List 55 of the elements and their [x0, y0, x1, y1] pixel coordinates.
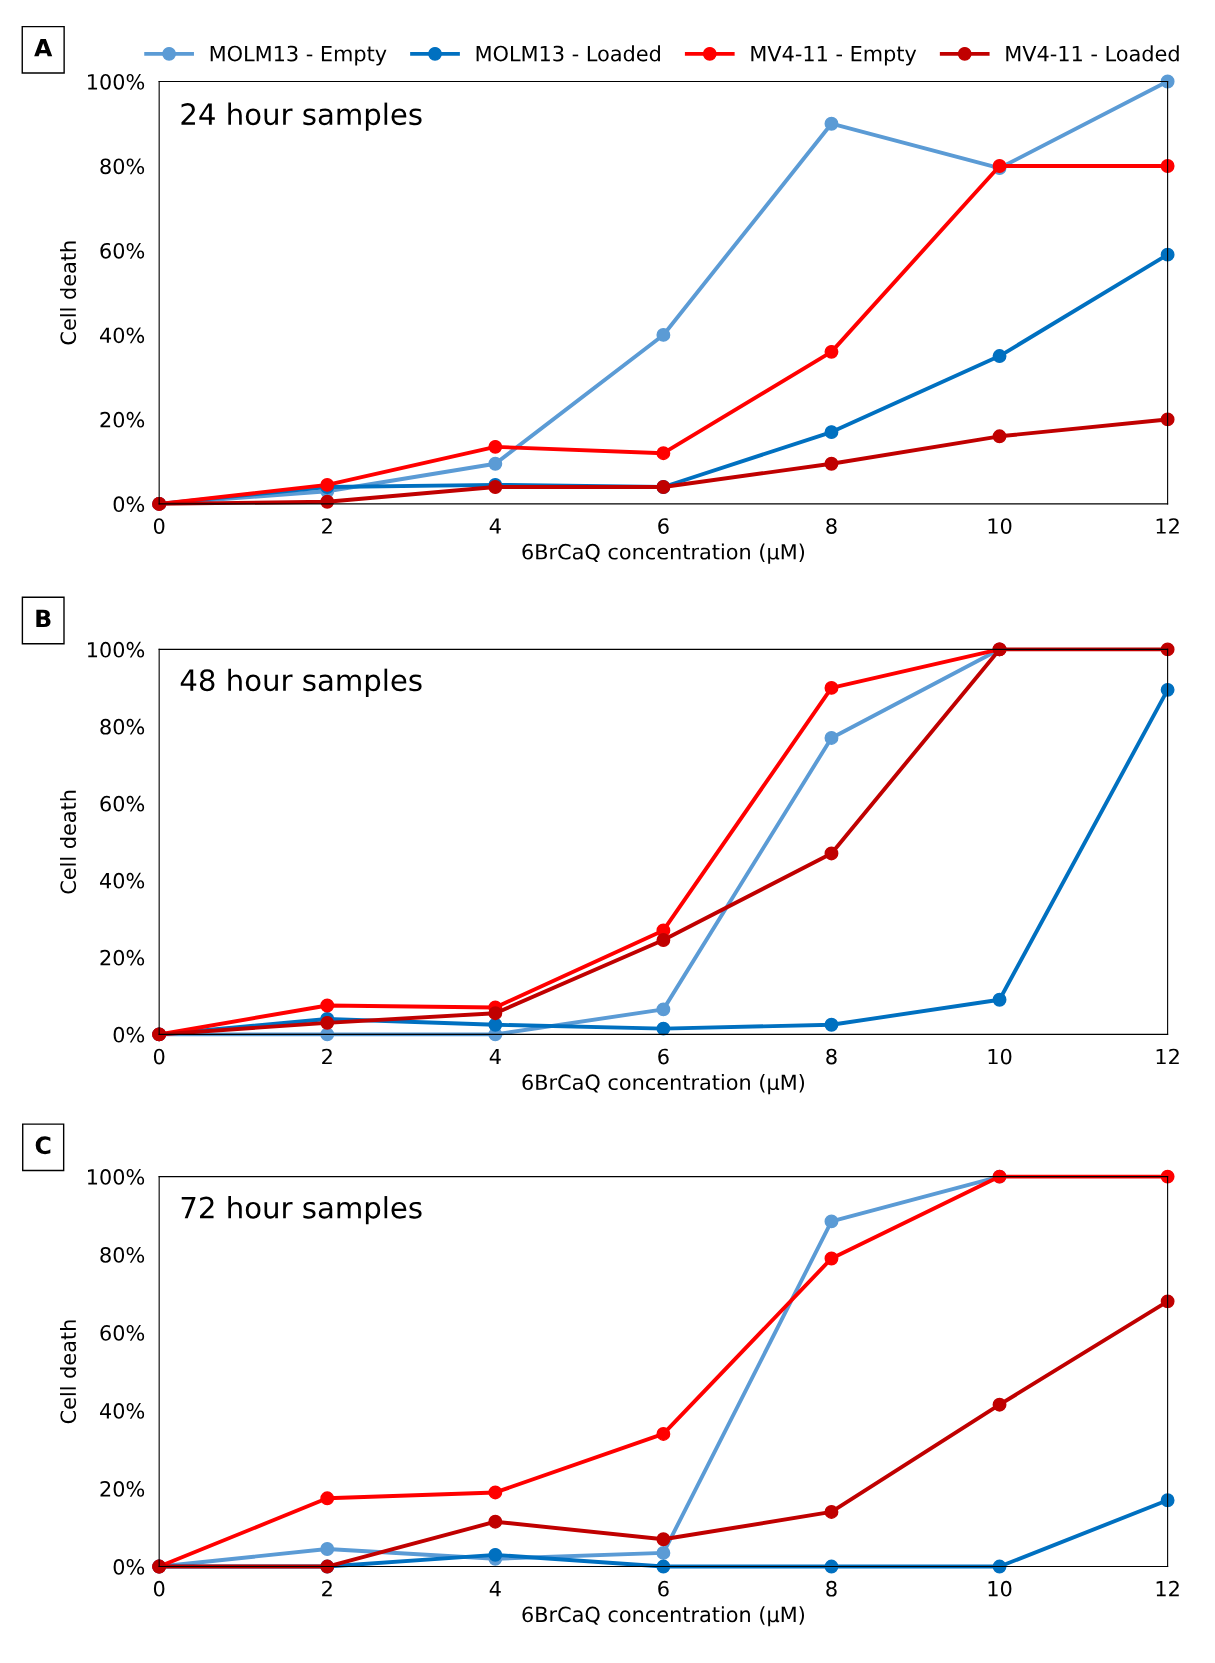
y-tick-label: 0% [113, 1026, 145, 1043]
x-tick-label: 12 [1156, 1048, 1179, 1065]
y-axis-title: Cell death [60, 1320, 77, 1424]
x-tick-label: 6 [658, 1048, 669, 1065]
x-axis-title: 6BrCaQ concentration (µM) [522, 1073, 805, 1095]
x-tick-label: 6 [658, 1580, 669, 1597]
legend-label: MV4-11 - Loaded [1006, 45, 1179, 62]
y-tick-label: 60% [100, 795, 145, 812]
text: 24 hour samples [181, 102, 422, 131]
x-tick-label: 4 [489, 1048, 501, 1065]
x-axis-title: 6BrCaQ concentration (µM) [522, 1606, 805, 1627]
y-tick-label: 40% [99, 872, 145, 889]
y-tick-label: 80% [100, 1247, 145, 1263]
x-tick-label: 10 [988, 518, 1012, 534]
text: 72 hour samples [181, 1196, 422, 1225]
x-tick-label: 8 [826, 1580, 837, 1597]
y-tick-label: 40% [99, 327, 145, 344]
x-tick-label: 12 [1156, 1580, 1179, 1597]
x-tick-label: 8 [826, 1048, 837, 1065]
y-tick-label: 100% [88, 73, 145, 90]
x-tick-label: 4 [489, 1581, 501, 1597]
y-tick-label: 100% [88, 641, 145, 658]
y-tick-label: 60% [100, 242, 145, 259]
y-tick-label: 60% [100, 1325, 145, 1341]
x-tick-label: 0 [153, 1580, 165, 1597]
text: 48 hour samples [180, 668, 422, 697]
y-tick-label: 20% [100, 411, 145, 428]
x-tick-label: 2 [322, 1048, 332, 1065]
x-tick-label: 6 [658, 518, 669, 534]
y-tick-label: 20% [100, 949, 145, 966]
legend-label: MOLM13 - Loaded [476, 45, 660, 62]
y-axis-title: Cell death [60, 241, 77, 345]
text: C [35, 1136, 51, 1155]
y-tick-label: 80% [100, 158, 145, 175]
legend-label: MOLM13 - Empty [210, 45, 387, 66]
text: B [36, 609, 51, 628]
y-tick-label: 0% [113, 496, 145, 513]
y-tick-label: 20% [100, 1481, 145, 1497]
y-tick-label: 0% [113, 1559, 145, 1575]
x-tick-label: 0 [153, 518, 165, 534]
x-axis-title: 6BrCaQ concentration (µM) [522, 543, 805, 564]
y-tick-label: 40% [99, 1403, 145, 1419]
x-tick-label: 10 [988, 1048, 1012, 1065]
x-tick-label: 2 [322, 518, 332, 534]
x-tick-label: 2 [322, 1580, 332, 1597]
y-tick-label: 100% [88, 1169, 145, 1185]
text: A [34, 39, 53, 57]
x-tick-label: 12 [1156, 518, 1179, 534]
y-tick-label: 80% [100, 718, 145, 735]
legend-label: MV4-11 - Empty [751, 45, 917, 66]
x-tick-label: 8 [826, 518, 837, 534]
y-axis-title: Cell death [60, 790, 77, 894]
x-tick-label: 4 [489, 518, 501, 534]
x-tick-label: 0 [153, 1048, 165, 1065]
x-tick-label: 10 [988, 1580, 1012, 1597]
